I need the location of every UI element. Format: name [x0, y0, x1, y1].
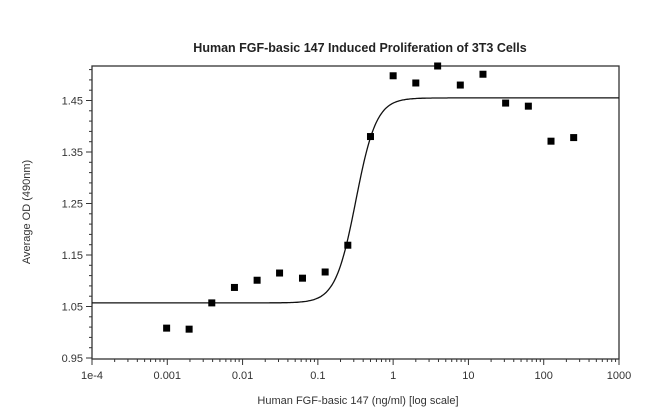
- data-point: [298, 274, 306, 282]
- x-tick-label: 1e-4: [81, 370, 103, 382]
- y-tick-label: 1.45: [62, 96, 83, 108]
- x-axis-label: Human FGF-basic 147 (ng/ml) [log scale]: [257, 395, 458, 407]
- data-point: [230, 283, 238, 291]
- data-point: [524, 102, 532, 110]
- y-axis: 0.95 1.05 1.15 1.25 1.35 1.45: [62, 69, 92, 365]
- chart-title: Human FGF-basic 147 Induced Proliferatio…: [193, 41, 526, 55]
- x-tick-label: 10: [462, 370, 474, 382]
- data-point: [185, 325, 193, 333]
- data-point: [366, 133, 374, 141]
- y-axis-label: Average OD (490nm): [21, 160, 33, 264]
- x-axis: 1e-4 0.001 0.01 0.1 1 10 100 1000: [81, 359, 631, 382]
- data-point: [502, 99, 510, 107]
- plot-area: [91, 65, 620, 360]
- data-point: [208, 299, 216, 307]
- data-point: [412, 79, 420, 87]
- y-tick-label: 1.35: [62, 147, 83, 159]
- x-tick-label: 0.001: [154, 370, 182, 382]
- data-point: [434, 62, 442, 70]
- y-tick-label: 0.95: [62, 353, 83, 365]
- data-point: [276, 269, 284, 277]
- x-tick-label: 1: [390, 370, 396, 382]
- data-point: [570, 134, 578, 142]
- data-point: [479, 70, 487, 78]
- data-markers: [163, 62, 578, 333]
- data-point: [163, 324, 171, 332]
- y-tick-label: 1.05: [62, 302, 83, 314]
- data-point: [321, 268, 329, 276]
- y-tick-label: 1.25: [62, 199, 83, 211]
- x-tick-label: 0.1: [310, 370, 325, 382]
- x-tick-label: 0.01: [232, 370, 253, 382]
- x-tick-label: 100: [535, 370, 553, 382]
- data-point: [456, 81, 464, 89]
- data-point: [547, 137, 555, 145]
- y-tick-label: 1.15: [62, 250, 83, 262]
- data-point: [344, 241, 352, 249]
- fit-curve: [92, 97, 619, 304]
- data-point: [389, 72, 397, 80]
- data-point: [253, 276, 261, 284]
- x-tick-label: 1000: [607, 370, 631, 382]
